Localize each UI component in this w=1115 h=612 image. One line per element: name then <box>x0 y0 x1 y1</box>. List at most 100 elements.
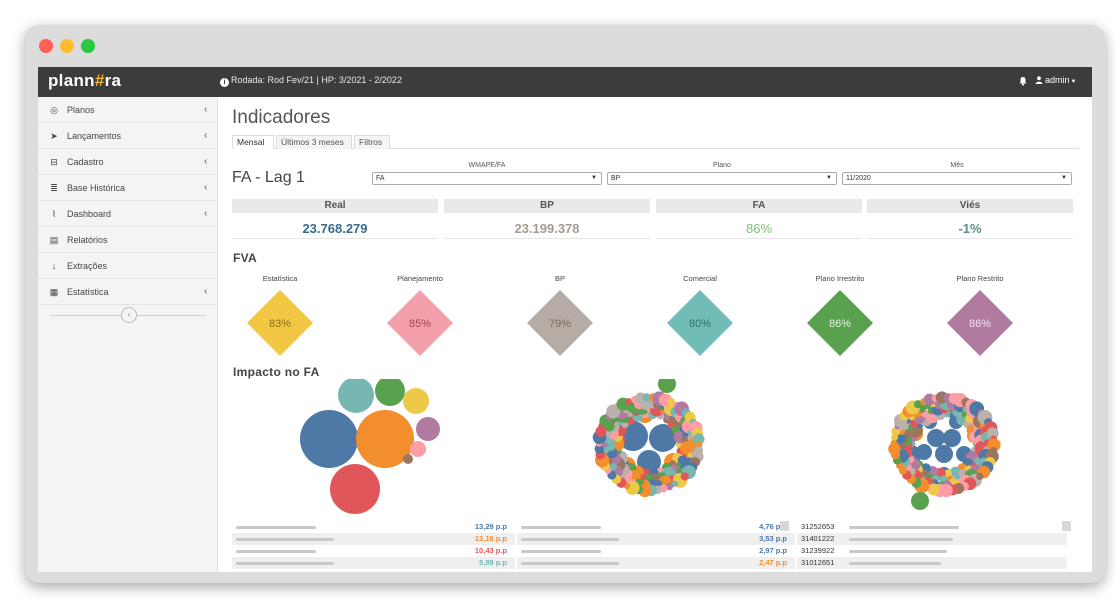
bubble[interactable] <box>416 417 440 441</box>
rodada-text: Rodada: Rod Fev/21 | HP: 3/2021 - 2/2022 <box>231 75 402 85</box>
fva-diamond: 80% <box>667 290 733 356</box>
sidebar-item-label: Estatística <box>67 287 109 297</box>
table-row[interactable]: 13,29 p.p <box>232 521 515 533</box>
sidebar-item-extra-es[interactable]: ↓ Extrações <box>38 253 217 279</box>
sidebar-item-label: Dashboard <box>67 209 112 219</box>
filter-select-m-s[interactable]: 11/2020 ▼ <box>842 172 1072 185</box>
sidebar-item-dashboard[interactable]: ⌇ Dashboard ‹ <box>38 201 217 227</box>
bubble[interactable] <box>911 492 929 510</box>
sidebar-item-planos[interactable]: ◎ Planos ‹ <box>38 97 217 123</box>
user-icon <box>1035 76 1043 84</box>
impact-value: 13,29 p.p <box>474 522 507 531</box>
scroll-thumb-2[interactable] <box>780 521 789 531</box>
tab-mensal[interactable]: Mensal <box>232 135 274 149</box>
sidebar-item-relat-rios[interactable]: ▤ Relatórios <box>38 227 217 253</box>
select-value: BP <box>611 175 621 182</box>
bubble[interactable] <box>356 410 414 468</box>
row-code: 31401222 <box>801 534 835 543</box>
indicators-panel: FA - Lag 1 WMAPE/FA FA ▼ Plano BP ▼ Mês 11/2020… <box>232 149 1079 569</box>
bubble[interactable] <box>649 424 677 452</box>
lag-title: FA - Lag 1 <box>232 169 305 186</box>
table-row[interactable]: 31252653 <box>797 521 1067 533</box>
filter-select-plano[interactable]: BP ▼ <box>607 172 837 185</box>
table-row[interactable]: 31239922 <box>797 545 1067 557</box>
bubble[interactable] <box>375 379 405 406</box>
line-chart-icon: ⌇ <box>51 209 57 219</box>
inbox-icon: ⊟ <box>50 157 58 167</box>
sidebar-item-base-hist-rica[interactable]: ≣ Base Histórica ‹ <box>38 175 217 201</box>
bubble[interactable] <box>888 442 901 455</box>
sidebar-item-lan-amentos[interactable]: ➤ Lançamentos ‹ <box>38 123 217 149</box>
fva-diamond-shape <box>807 290 873 356</box>
app-screen: plann#ra i Rodada: Rod Fev/21 | HP: 3/202… <box>38 67 1092 572</box>
tab-bar: Mensal Últimos 3 meses Filtros <box>232 135 1079 149</box>
bubble[interactable] <box>671 480 679 487</box>
tab-filtros[interactable]: Filtros <box>354 135 390 149</box>
sidebar-item-estat-stica[interactable]: ▦ Estatística ‹ <box>38 279 217 305</box>
bubble[interactable] <box>300 410 358 468</box>
maximize-window-button[interactable] <box>81 39 95 53</box>
bubble[interactable] <box>338 379 374 413</box>
redacted-text <box>236 526 316 529</box>
minimize-window-button[interactable] <box>60 39 74 53</box>
table-row[interactable]: 4,76 p.p <box>517 521 795 533</box>
bubble[interactable] <box>935 445 953 463</box>
bubble[interactable] <box>642 393 652 402</box>
tab--ltimos-3-meses[interactable]: Últimos 3 meses <box>276 135 352 149</box>
fva-diamond: 83% <box>247 290 313 356</box>
rodada-info: i Rodada: Rod Fev/21 | HP: 3/2021 - 2/202… <box>220 75 402 87</box>
sidebar-item-label: Relatórios <box>67 235 108 245</box>
table-row[interactable]: 31012651 <box>797 557 1067 569</box>
bubble[interactable] <box>594 444 605 454</box>
redacted-text <box>849 526 959 529</box>
bubble[interactable] <box>403 388 429 414</box>
sidebar-item-label: Extrações <box>67 261 108 271</box>
database-icon: ≣ <box>50 183 58 193</box>
table-row[interactable]: 5,89 p.p <box>232 557 515 569</box>
bubble[interactable] <box>927 429 945 447</box>
bubble[interactable] <box>680 472 689 481</box>
user-menu[interactable]: admin▼ <box>1035 75 1076 85</box>
window-titlebar <box>25 25 1105 67</box>
fva-diamond: 86% <box>947 290 1013 356</box>
sidebar-collapse-toggle[interactable]: ‹ <box>50 307 206 323</box>
table-row[interactable]: 13,16 p.p <box>232 533 515 545</box>
bubble[interactable] <box>658 379 676 393</box>
row-code: 31252653 <box>801 522 835 531</box>
filter-select-wmape-fa[interactable]: FA ▼ <box>372 172 602 185</box>
bubble[interactable] <box>943 429 961 447</box>
compass-icon: ◎ <box>50 105 58 115</box>
kpi-label-1: Real <box>232 199 438 213</box>
bubble[interactable] <box>410 441 426 457</box>
impact-value: 2,47 p.p <box>759 558 787 567</box>
redacted-text <box>236 550 316 553</box>
top-navbar: plann#ra i Rodada: Rod Fev/21 | HP: 3/202… <box>38 67 1092 97</box>
impacto-title: Impacto no FA <box>233 365 320 379</box>
bubble[interactable] <box>976 472 984 481</box>
table-row[interactable]: 2,47 p.p <box>517 557 795 569</box>
plannera-logo[interactable]: plann#ra <box>48 71 122 90</box>
bubble[interactable] <box>913 400 923 409</box>
sidebar-item-label: Planos <box>67 105 95 115</box>
bubble[interactable] <box>625 398 633 405</box>
redacted-text <box>521 538 619 541</box>
table-row[interactable]: 2,97 p.p <box>517 545 795 557</box>
scroll-thumb-3[interactable] <box>1062 521 1071 531</box>
bubble[interactable] <box>927 483 940 496</box>
bell-icon[interactable] <box>1018 76 1028 86</box>
fva-value: 83% <box>269 318 291 330</box>
close-window-button[interactable] <box>39 39 53 53</box>
bubble[interactable] <box>692 433 705 445</box>
table-row[interactable]: 3,53 p.p <box>517 533 795 545</box>
bubble[interactable] <box>987 438 1001 452</box>
bubble[interactable] <box>890 439 898 447</box>
redacted-text <box>849 562 941 565</box>
redacted-text <box>521 562 619 565</box>
table-row[interactable]: 31401222 <box>797 533 1067 545</box>
collapse-icon[interactable]: ‹ <box>121 307 137 323</box>
bubble[interactable] <box>330 464 380 514</box>
table-row[interactable]: 10,43 p.p <box>232 545 515 557</box>
bubble[interactable] <box>403 454 413 464</box>
kpi-value-2: 23.199.378 <box>444 219 650 239</box>
sidebar-item-cadastro[interactable]: ⊟ Cadastro ‹ <box>38 149 217 175</box>
